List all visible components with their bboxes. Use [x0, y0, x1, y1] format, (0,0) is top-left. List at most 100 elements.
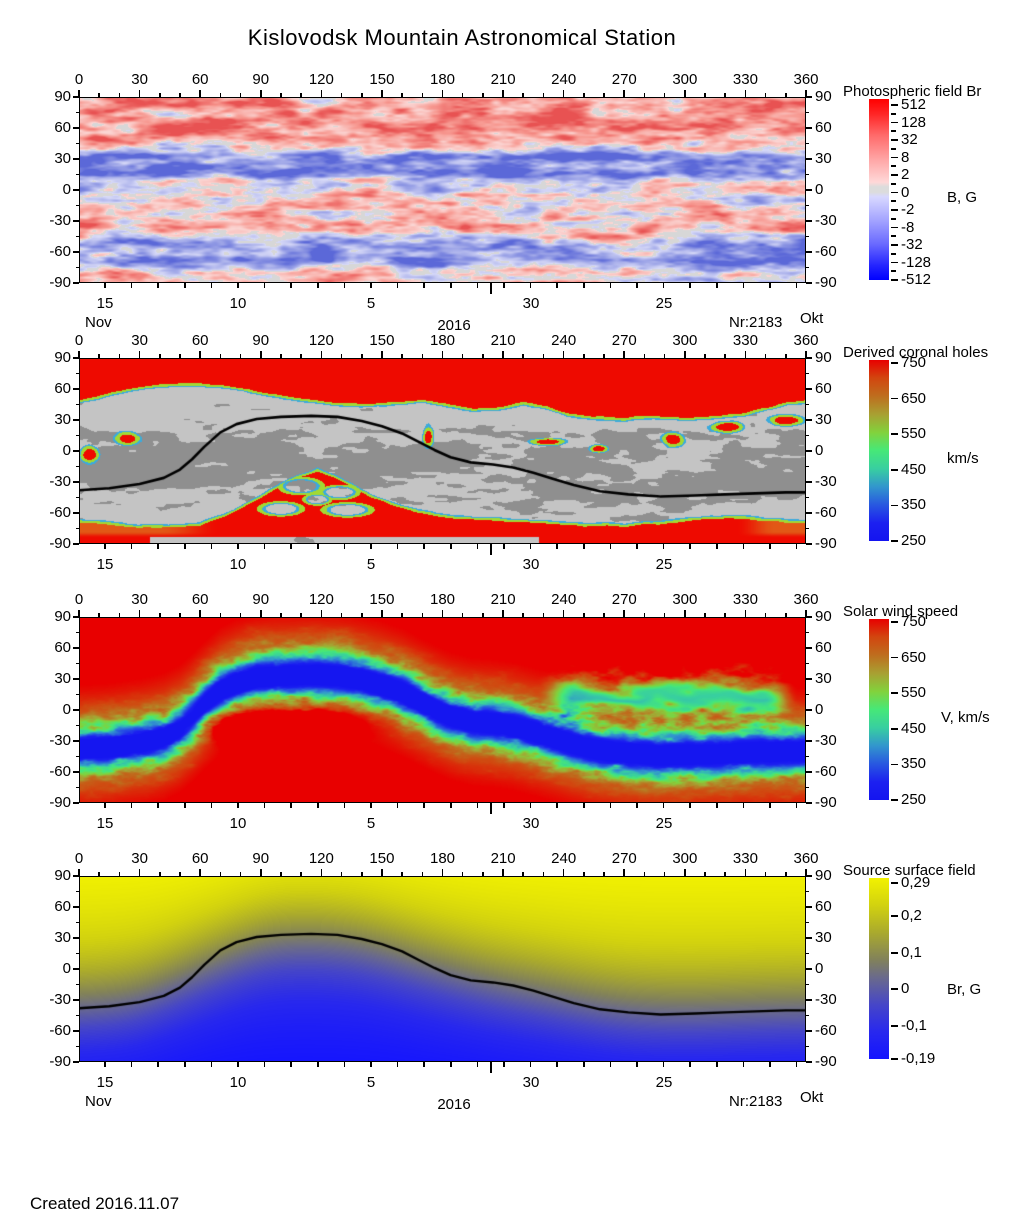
lat-tick	[806, 450, 812, 452]
day-tick	[423, 283, 425, 288]
lat-tick	[73, 906, 79, 908]
lat-tick-label: 30	[54, 150, 71, 167]
lat-tick-label: 0	[815, 181, 824, 198]
day-tick	[503, 283, 505, 288]
lon-tick	[603, 613, 605, 617]
day-tick	[184, 1062, 186, 1067]
day-tick	[290, 1062, 292, 1067]
lon-tick	[259, 610, 262, 617]
lon-tick	[421, 872, 424, 876]
lat-tick	[73, 616, 79, 618]
lat-tick	[806, 204, 809, 207]
day-tick	[396, 803, 399, 808]
lat-tick	[73, 388, 79, 390]
lat-tick	[76, 983, 79, 986]
colorbar-tick-label: 0,29	[901, 874, 931, 891]
day-tick	[396, 283, 399, 288]
lon-tick	[562, 610, 565, 617]
day-tick-label: 10	[229, 556, 247, 573]
colorbar-tick	[891, 799, 898, 801]
day-tick	[609, 544, 612, 549]
lat-tick	[76, 496, 79, 499]
day-tick	[370, 544, 372, 549]
lon-tick-label: 240	[551, 850, 577, 867]
day-tick	[716, 803, 718, 808]
lon-tick	[259, 90, 262, 97]
map-canvas-photospheric-field	[79, 97, 806, 283]
lat-tick	[806, 1045, 809, 1048]
lat-tick-label: 60	[54, 380, 71, 397]
year-label: 2016	[437, 1096, 471, 1113]
colorbar-tick-label: 550	[901, 684, 927, 702]
colorbar-tick	[891, 468, 898, 471]
lon-tick	[603, 93, 605, 97]
lon-tick	[724, 354, 727, 358]
lon-tick	[179, 872, 181, 876]
colorbar-tick-label: 0	[901, 980, 910, 998]
lat-tick-label: 0	[815, 701, 824, 718]
lat-tick	[76, 662, 79, 665]
lat-tick-label: -30	[815, 473, 837, 490]
colorbar-tick	[891, 433, 898, 436]
lat-tick-label: -90	[49, 794, 71, 811]
colorbar-solar-wind-speed	[869, 619, 889, 800]
lat-tick-label: -90	[815, 274, 837, 291]
lon-tick-label: 90	[252, 591, 270, 608]
lon-tick	[118, 613, 121, 617]
lat-tick-label: -90	[815, 794, 837, 811]
day-tick-label: 5	[366, 1074, 376, 1091]
day-tick	[370, 803, 372, 808]
lat-tick	[806, 616, 812, 618]
created-date-note: Created 2016.11.07	[30, 1194, 180, 1213]
day-tick	[662, 544, 665, 549]
day-tick	[503, 1062, 505, 1067]
lat-tick-label: 30	[815, 670, 832, 687]
page-title: Kislovodsk Mountain Astronomical Station	[247, 25, 677, 50]
day-tick-label: 5	[366, 556, 376, 573]
lat-tick	[806, 937, 812, 939]
lon-tick	[98, 872, 100, 876]
month-left-label: Nov	[85, 1093, 112, 1110]
panel-source-surface-field: Source surface field Br, G Nov 2016 Nr:2…	[49, 850, 981, 1113]
colorbar-tick	[891, 104, 898, 106]
day-tick	[662, 283, 665, 288]
colorbar-title: Solar wind speed	[843, 603, 959, 620]
lon-tick	[704, 613, 706, 617]
day-tick-label: 5	[366, 295, 376, 312]
lon-tick	[360, 354, 363, 358]
day-tick-label: 15	[96, 556, 114, 573]
day-tick	[450, 283, 452, 288]
lon-tick	[522, 93, 525, 97]
lat-tick-label: 30	[54, 411, 71, 428]
lon-tick	[320, 610, 323, 617]
lat-tick	[73, 419, 79, 421]
lat-tick	[806, 952, 809, 955]
lon-tick	[502, 90, 504, 97]
lon-tick	[300, 872, 302, 876]
lat-tick-label: -90	[815, 535, 837, 552]
lat-tick	[76, 403, 79, 406]
colorbar-tick	[891, 362, 898, 364]
lon-tick-label: 60	[191, 850, 209, 867]
lat-tick	[806, 266, 809, 269]
lat-tick	[73, 189, 79, 191]
lon-tick	[98, 613, 100, 617]
day-tick	[529, 283, 532, 288]
lat-tick	[806, 235, 809, 238]
day-tick	[317, 803, 319, 808]
lon-tick-label: 120	[308, 591, 334, 608]
lon-tick	[219, 613, 222, 617]
day-tick	[769, 283, 771, 288]
lat-tick-label: 0	[62, 181, 71, 198]
colorbar-tick-label: 450	[901, 719, 927, 737]
day-tick	[263, 544, 266, 549]
lat-tick	[806, 372, 809, 375]
lon-tick	[562, 351, 565, 358]
lon-tick	[502, 351, 504, 358]
day-tick	[529, 544, 532, 549]
day-tick	[609, 283, 612, 288]
lon-tick	[461, 872, 464, 876]
lon-tick-label: 30	[131, 591, 148, 608]
day-tick-label: 10	[229, 1074, 247, 1091]
